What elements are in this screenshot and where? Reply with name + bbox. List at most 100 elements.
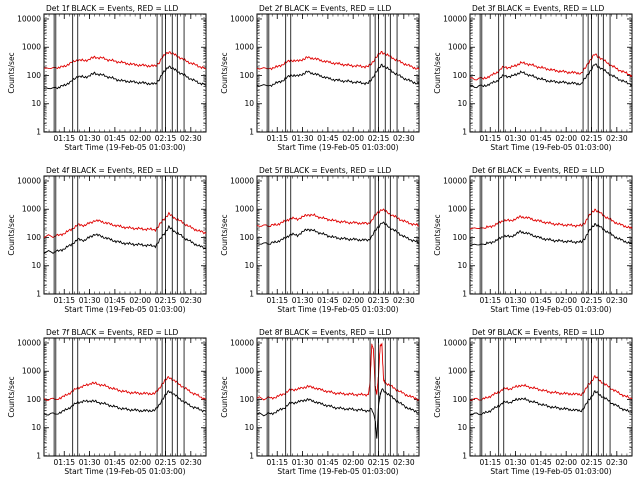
y-tick-label: 1000 xyxy=(22,205,41,214)
x-tick-label: 01:30 xyxy=(505,134,527,143)
x-tick-label: 02:15 xyxy=(581,296,603,305)
x-axis-label: Start Time (19-Feb-05 01:03:00) xyxy=(64,467,185,476)
series-events xyxy=(256,63,420,88)
plot-title: Det 4f BLACK = Events, RED = LLD xyxy=(46,166,179,175)
x-tick-label: 01:30 xyxy=(79,134,101,143)
y-tick-label: 10000 xyxy=(17,176,41,185)
y-axis-label: Counts/sec xyxy=(220,214,229,255)
y-tick-label: 10 xyxy=(244,423,254,432)
x-tick-label: 02:00 xyxy=(129,296,151,305)
y-tick-label: 100 xyxy=(27,233,42,242)
plot-panel-4: 1 10 100 1000 10000 01:15 01:30 01:45 02:00 02:15… xyxy=(7,166,207,314)
plot-panel-1: 1 10 100 1000 10000 01:15 01:30 01:45 02:00 02:15… xyxy=(7,4,207,152)
y-tick-label: 1000 xyxy=(235,205,254,214)
y-tick-label: 100 xyxy=(27,395,42,404)
series-lld xyxy=(469,375,633,401)
plot-frame xyxy=(256,175,420,295)
plot-panel-2: 1 10 100 1000 10000 01:15 01:30 01:45 02:00 02:15… xyxy=(220,4,420,152)
x-tick-label: 02:30 xyxy=(180,458,202,467)
x-tick-label: 01:15 xyxy=(266,296,288,305)
x-tick-label: 02:00 xyxy=(555,458,577,467)
x-tick-label: 01:30 xyxy=(505,296,527,305)
y-tick-label: 100 xyxy=(240,395,255,404)
y-tick-label: 100 xyxy=(240,71,255,80)
y-tick-label: 10000 xyxy=(230,14,254,23)
plot-title: Det 8f BLACK = Events, RED = LLD xyxy=(259,328,392,337)
y-tick-label: 1 xyxy=(249,290,254,299)
x-tick-label: 02:30 xyxy=(393,458,415,467)
x-tick-label: 01:30 xyxy=(79,296,101,305)
y-tick-label: 1000 xyxy=(22,43,41,52)
y-tick-label: 1000 xyxy=(235,367,254,376)
series-lld xyxy=(256,50,420,71)
plot-frame xyxy=(43,337,207,457)
y-axis-label: Counts/sec xyxy=(220,376,229,417)
x-tick-label: 02:15 xyxy=(155,458,177,467)
y-tick-label: 10000 xyxy=(230,176,254,185)
y-tick-label: 100 xyxy=(240,233,255,242)
x-axis-label: Start Time (19-Feb-05 01:03:00) xyxy=(277,305,398,314)
y-tick-label: 1 xyxy=(249,128,254,137)
y-tick-label: 1000 xyxy=(448,43,467,52)
series-lld xyxy=(256,342,420,401)
x-axis-label: Start Time (19-Feb-05 01:03:00) xyxy=(64,305,185,314)
plot-panel-6: 1 10 100 1000 10000 01:15 01:30 01:45 02:00 02:15… xyxy=(433,166,633,314)
plot-frame xyxy=(469,175,633,295)
x-axis-label: Start Time (19-Feb-05 01:03:00) xyxy=(64,143,185,152)
x-tick-label: 02:15 xyxy=(155,296,177,305)
x-tick-label: 01:45 xyxy=(530,296,552,305)
x-tick-label: 01:45 xyxy=(317,134,339,143)
x-tick-label: 01:45 xyxy=(530,134,552,143)
plot-panel-5: 1 10 100 1000 10000 01:15 01:30 01:45 02:00 02:15… xyxy=(220,166,420,314)
series-lld xyxy=(469,53,633,81)
x-tick-label: 01:45 xyxy=(104,458,126,467)
x-tick-label: 02:00 xyxy=(129,134,151,143)
y-tick-label: 10 xyxy=(31,99,41,108)
series-events xyxy=(43,224,207,254)
series-events xyxy=(256,388,420,439)
x-tick-label: 02:15 xyxy=(368,296,390,305)
x-tick-label: 02:00 xyxy=(555,296,577,305)
x-tick-label: 01:30 xyxy=(292,134,314,143)
y-axis-label: Counts/sec xyxy=(7,214,16,255)
x-tick-label: 02:15 xyxy=(581,458,603,467)
y-tick-label: 1 xyxy=(462,290,467,299)
x-tick-label: 01:30 xyxy=(292,296,314,305)
plot-title: Det 3f BLACK = Events, RED = LLD xyxy=(472,4,605,13)
x-tick-label: 02:00 xyxy=(342,296,364,305)
x-tick-label: 01:30 xyxy=(79,458,101,467)
x-axis-label: Start Time (19-Feb-05 01:03:00) xyxy=(277,467,398,476)
y-tick-label: 10 xyxy=(31,261,41,270)
y-axis-label: Counts/sec xyxy=(220,52,229,93)
x-tick-label: 02:00 xyxy=(342,134,364,143)
y-tick-label: 1000 xyxy=(448,367,467,376)
series-lld xyxy=(43,211,207,239)
x-tick-label: 01:15 xyxy=(53,134,75,143)
x-tick-label: 01:45 xyxy=(530,458,552,467)
plot-panel-8: 1 10 100 1000 10000 01:15 01:30 01:45 02:00 02:15… xyxy=(220,328,420,476)
plot-panel-7: 1 10 100 1000 10000 01:15 01:30 01:45 02:00 02:15… xyxy=(7,328,207,476)
x-tick-label: 01:45 xyxy=(317,296,339,305)
x-tick-label: 01:30 xyxy=(505,458,527,467)
x-axis-label: Start Time (19-Feb-05 01:03:00) xyxy=(277,143,398,152)
y-tick-label: 1 xyxy=(36,452,41,461)
y-axis-label: Counts/sec xyxy=(433,376,442,417)
x-tick-label: 01:15 xyxy=(266,134,288,143)
y-tick-label: 10 xyxy=(457,99,467,108)
y-tick-label: 1 xyxy=(462,452,467,461)
y-tick-label: 100 xyxy=(27,71,42,80)
x-tick-label: 02:30 xyxy=(606,134,628,143)
x-tick-label: 02:30 xyxy=(180,134,202,143)
y-tick-label: 10 xyxy=(31,423,41,432)
plot-frame xyxy=(469,337,633,457)
plot-title: Det 7f BLACK = Events, RED = LLD xyxy=(46,328,179,337)
x-tick-label: 01:15 xyxy=(53,458,75,467)
y-tick-label: 1000 xyxy=(235,43,254,52)
plot-title: Det 2f BLACK = Events, RED = LLD xyxy=(259,4,392,13)
y-tick-label: 10 xyxy=(457,261,467,270)
x-tick-label: 01:45 xyxy=(104,296,126,305)
series-lld xyxy=(43,376,207,401)
x-tick-label: 02:30 xyxy=(606,296,628,305)
